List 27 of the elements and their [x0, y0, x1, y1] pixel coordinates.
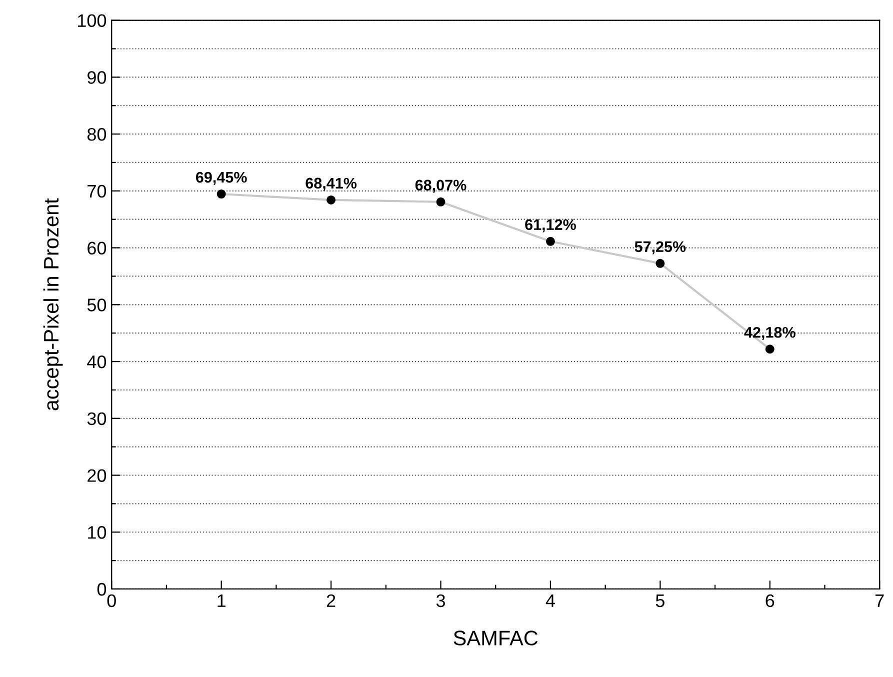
- y-axis-title: accept-Pixel in Prozent: [43, 198, 63, 410]
- x-axis-title: SAMFAC: [454, 630, 538, 646]
- data-label: 42,18%: [744, 326, 796, 340]
- x-tick-label: 0: [107, 594, 116, 608]
- y-tick-label: 20: [88, 469, 106, 482]
- y-tick-label: 100: [78, 14, 106, 28]
- x-tick-label: 1: [218, 594, 226, 607]
- x-tick-label: 3: [436, 594, 445, 608]
- y-tick-label: 40: [87, 355, 106, 368]
- data-label: 57,25%: [634, 241, 686, 254]
- y-tick-label: 0: [97, 582, 106, 596]
- y-tick-label: 10: [88, 526, 106, 539]
- y-tick-label: 90: [88, 71, 106, 84]
- x-tick-label: 6: [766, 594, 774, 608]
- x-tick-label: 4: [546, 594, 555, 607]
- x-tick-label: 5: [656, 594, 664, 608]
- data-label: 61,12%: [525, 219, 576, 232]
- y-tick-label: 80: [87, 128, 106, 141]
- y-tick-label: 70: [88, 184, 106, 198]
- y-tick-label: 50: [87, 298, 106, 312]
- x-tick-label: 7: [876, 594, 884, 607]
- data-label: 69,45%: [196, 172, 247, 185]
- data-label: 68,41%: [306, 178, 357, 191]
- y-tick-label: 60: [88, 242, 106, 254]
- y-tick-label: 30: [87, 412, 106, 426]
- data-label: 68,07%: [415, 180, 466, 193]
- x-tick-label: 2: [326, 594, 336, 607]
